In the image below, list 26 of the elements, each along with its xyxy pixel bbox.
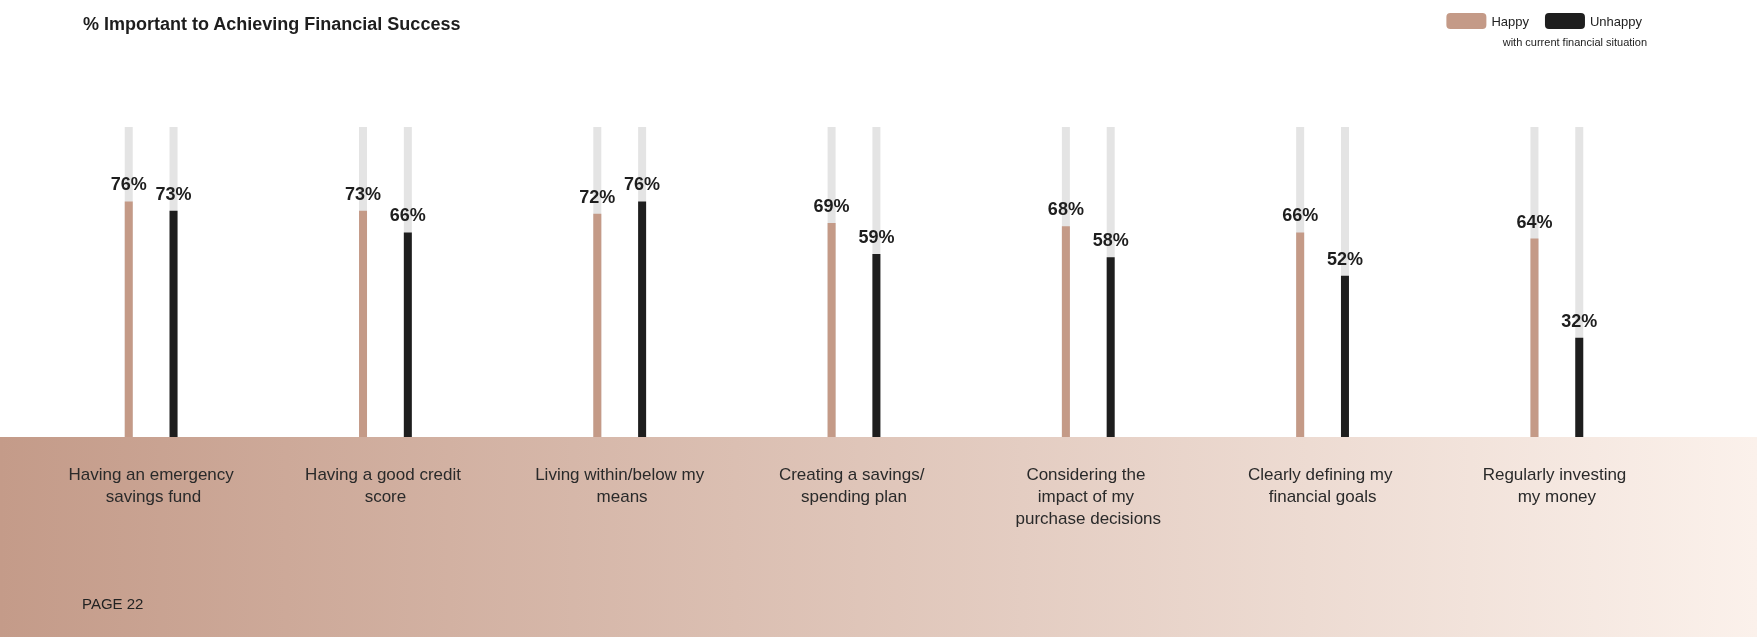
data-label: 59%	[858, 227, 895, 248]
data-label: 32%	[1561, 310, 1598, 331]
x-tick-label: Having a good credit score	[305, 464, 466, 506]
data-label: 58%	[1092, 230, 1129, 251]
data-label: 66%	[1282, 205, 1319, 226]
x-tick-label: Regularly investing my money	[1482, 464, 1632, 506]
data-label: 76%	[624, 174, 661, 195]
data-label: 66%	[389, 205, 426, 226]
data-label: 73%	[345, 183, 382, 204]
x-tick-label: Considering the impact of my purchase decisions	[1015, 464, 1162, 528]
x-tick-label: Clearly defining my financial goals	[1247, 464, 1398, 506]
data-label: 69%	[813, 196, 850, 217]
data-label: 68%	[1047, 199, 1084, 220]
legend-label: Happy	[1491, 13, 1530, 29]
text: PAGE 22	[82, 595, 144, 612]
x-tick-label: Creating a savings/ spending plan	[778, 464, 930, 506]
data-label: 72%	[579, 186, 616, 207]
data-label: 76%	[110, 174, 147, 195]
x-tick-label: Living within/below my means	[535, 464, 705, 506]
chart-title: % Important to Achieving Financial Success	[83, 14, 461, 34]
legend-title: with current financial situation	[1501, 35, 1647, 48]
data-label: 52%	[1326, 248, 1363, 269]
data-label: 64%	[1516, 211, 1553, 232]
legend-label: Unhappy	[1589, 13, 1643, 29]
data-label: 73%	[155, 183, 192, 204]
x-tick-label: Having an emergency savings fund	[68, 464, 235, 506]
